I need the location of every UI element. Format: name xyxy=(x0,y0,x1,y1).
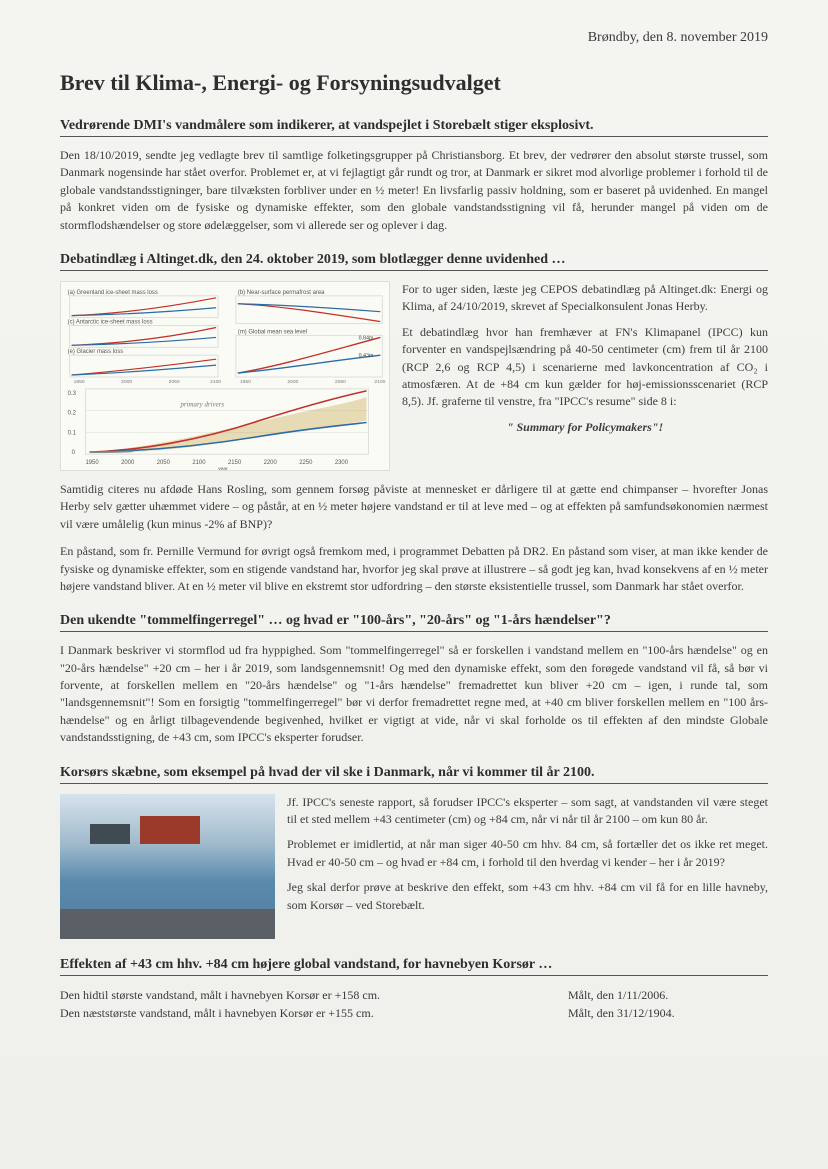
svg-text:2050: 2050 xyxy=(157,460,171,466)
svg-text:(b) Near-surface permafrost ar: (b) Near-surface permafrost area xyxy=(238,290,325,296)
section-2-after-p1: Samtidig citeres nu afdøde Hans Rosling,… xyxy=(60,481,768,533)
measurement-date: Målt, den 31/12/1904. xyxy=(568,1004,768,1022)
svg-text:2100: 2100 xyxy=(192,460,206,466)
section-5-heading: Effekten af +43 cm hhv. +84 cm højere gl… xyxy=(60,957,768,976)
svg-text:2100: 2100 xyxy=(210,379,221,385)
svg-text:0.84m: 0.84m xyxy=(359,335,374,341)
svg-text:2100: 2100 xyxy=(374,379,385,385)
s4-right-p1: Jf. IPCC's seneste rapport, så forudser … xyxy=(287,794,768,829)
svg-text:1950: 1950 xyxy=(74,379,85,385)
svg-text:2000: 2000 xyxy=(121,460,135,466)
svg-text:year: year xyxy=(218,466,228,470)
measurement-row: Den hidtil største vandstand, målt i hav… xyxy=(60,986,768,1004)
section-3-heading: Den ukendte "tommelfingerregel" … og hva… xyxy=(60,613,768,632)
section-1-heading: Vedrørende DMI's vandmålere som indikere… xyxy=(60,118,768,137)
s4-right-p3: Jeg skal derfor prøve at beskrive den ef… xyxy=(287,879,768,914)
svg-text:0.43m: 0.43m xyxy=(359,353,374,359)
ship-icon xyxy=(90,824,130,844)
svg-text:0.3: 0.3 xyxy=(68,391,77,397)
section-1-paragraph: Den 18/10/2019, sendte jeg vedlagte brev… xyxy=(60,147,768,234)
svg-text:(a) Greenland ice-sheet mass l: (a) Greenland ice-sheet mass loss xyxy=(68,290,158,296)
chart-and-text-row: (a) Greenland ice-sheet mass loss (c) An… xyxy=(60,281,768,471)
svg-text:2250: 2250 xyxy=(299,460,313,466)
svg-text:2000: 2000 xyxy=(121,379,132,385)
section-2-heading: Debatindlæg i Altinget.dk, den 24. oktob… xyxy=(60,252,768,271)
svg-text:2050: 2050 xyxy=(335,379,346,385)
svg-text:0.1: 0.1 xyxy=(68,430,76,436)
section-2-right-text: For to uger siden, læste jeg CEPOS debat… xyxy=(402,281,768,471)
svg-text:2150: 2150 xyxy=(228,460,242,466)
svg-text:2050: 2050 xyxy=(169,379,180,385)
measurement-date: Målt, den 1/11/2006. xyxy=(568,986,768,1004)
ship-icon xyxy=(140,816,200,844)
svg-text:2200: 2200 xyxy=(264,460,278,466)
korsoer-harbour-photo xyxy=(60,794,275,939)
s4-right-p2: Problemet er imidlertid, at når man sige… xyxy=(287,836,768,871)
section-3-paragraph: I Danmark beskriver vi stormflod ud fra … xyxy=(60,642,768,746)
ipcc-chart: (a) Greenland ice-sheet mass loss (c) An… xyxy=(60,281,390,471)
pier-icon xyxy=(60,909,275,939)
summary-for-policymakers: " Summary for Policymakers"! xyxy=(402,419,768,436)
section-2-after-p2: En påstand, som fr. Pernille Vermund for… xyxy=(60,543,768,595)
svg-text:0.2: 0.2 xyxy=(68,411,76,417)
s2-right-p1: For to uger siden, læste jeg CEPOS debat… xyxy=(402,281,768,316)
svg-text:(m) Global mean sea level: (m) Global mean sea level xyxy=(238,329,307,335)
measurement-text: Den næststørste vandstand, målt i havneb… xyxy=(60,1004,568,1022)
section-4-right-text: Jf. IPCC's seneste rapport, så forudser … xyxy=(287,794,768,939)
svg-text:(e) Glacier mass loss: (e) Glacier mass loss xyxy=(68,349,124,355)
svg-text:(c) Antarctic ice-sheet mass l: (c) Antarctic ice-sheet mass loss xyxy=(68,320,153,326)
svg-text:primary drivers: primary drivers xyxy=(179,402,224,409)
svg-text:2300: 2300 xyxy=(335,460,349,466)
s2-right-p2: Et debatindlæg hvor han fremhæver at FN'… xyxy=(402,324,768,411)
measurement-text: Den hidtil største vandstand, målt i hav… xyxy=(60,986,568,1004)
svg-text:1950: 1950 xyxy=(240,379,251,385)
date-line: Brøndby, den 8. november 2019 xyxy=(60,30,768,46)
svg-text:1950: 1950 xyxy=(85,460,99,466)
photo-and-text-row: Jf. IPCC's seneste rapport, så forudser … xyxy=(60,794,768,939)
svg-text:2000: 2000 xyxy=(287,379,298,385)
page-title: Brev til Klima-, Energi- og Forsyningsud… xyxy=(60,70,768,96)
measurement-row: Den næststørste vandstand, målt i havneb… xyxy=(60,1004,768,1022)
section-4-heading: Korsørs skæbne, som eksempel på hvad der… xyxy=(60,765,768,784)
